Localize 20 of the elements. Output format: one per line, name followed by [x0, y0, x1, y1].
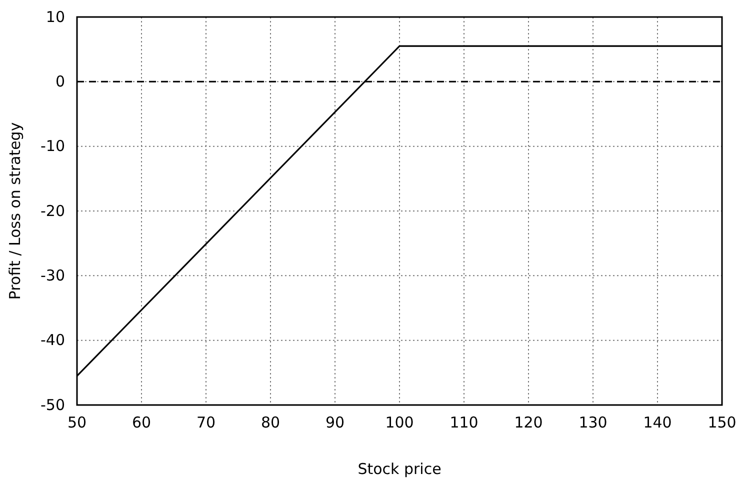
y-tick-label: -50 — [40, 396, 65, 414]
y-tick-label: 10 — [46, 8, 65, 26]
x-tick-label: 110 — [450, 414, 478, 432]
y-tick-label: -20 — [40, 202, 65, 220]
x-tick-label: 50 — [67, 414, 87, 432]
x-tick-label: 90 — [325, 414, 345, 432]
x-tick-label: 120 — [514, 414, 543, 432]
x-axis-title: Stock price — [358, 460, 442, 478]
y-tick-label: -10 — [40, 137, 65, 156]
y-tick-label: -40 — [40, 331, 65, 350]
x-tick-label: 100 — [385, 414, 414, 432]
x-tick-label: 140 — [643, 414, 672, 432]
x-tick-label: 150 — [708, 414, 736, 432]
x-tick-label: 80 — [260, 414, 280, 432]
x-tick-label: 70 — [196, 414, 216, 432]
x-tick-label: 130 — [578, 414, 608, 432]
y-tick-label: 0 — [55, 72, 65, 90]
y-axis-title: Profit / Loss on strategy — [6, 122, 24, 300]
x-tick-label: 60 — [132, 414, 152, 432]
y-tick-label: -30 — [40, 266, 65, 284]
